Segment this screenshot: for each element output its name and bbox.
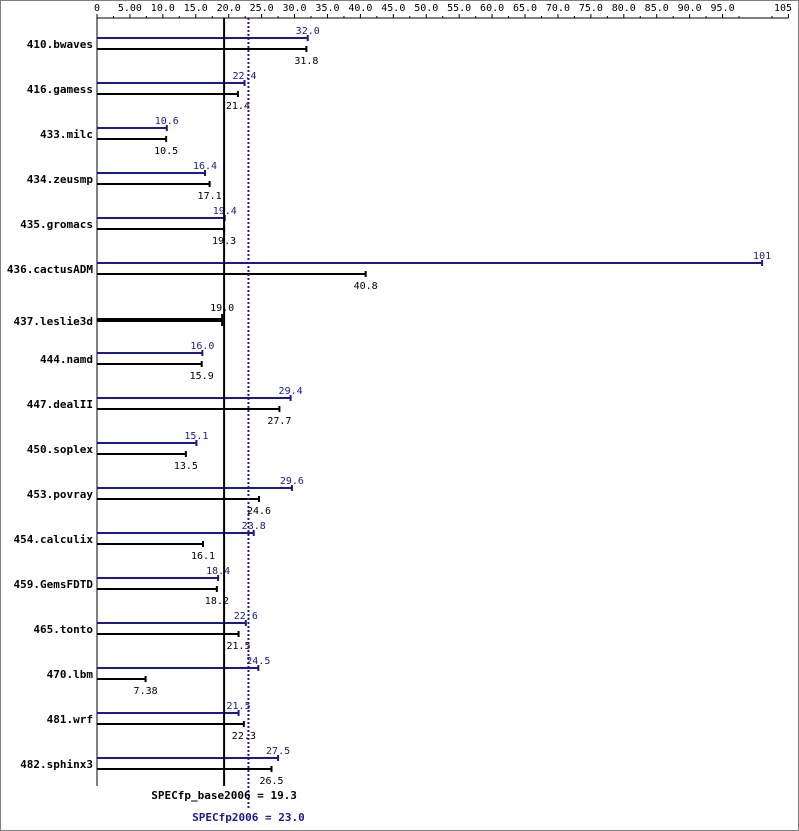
base-value-label: 16.1: [191, 551, 215, 562]
benchmark-group: 481.wrf 21.5 22.3: [47, 701, 256, 742]
benchmark-label: 450.soplex: [27, 443, 94, 456]
benchmark-group: 433.milc 10.6 10.5: [40, 116, 179, 157]
benchmark-label: 435.gromacs: [20, 218, 93, 231]
x-tick-label: 55.0: [447, 3, 471, 14]
benchmark-label: 437.leslie3d: [14, 315, 93, 328]
base-value-label: 24.6: [247, 506, 271, 517]
x-tick-label: 80.0: [612, 3, 636, 14]
benchmark-label: 436.cactusADM: [7, 263, 93, 276]
benchmark-group: 416.gamess 22.4 21.4: [27, 71, 257, 112]
base-value-label: 15.9: [190, 371, 214, 382]
x-tick-label: 90.0: [678, 3, 702, 14]
benchmark-group: 436.cactusADM 101 40.8: [7, 251, 771, 292]
base-value-label: 13.5: [174, 461, 198, 472]
x-axis: 0 5.00 10.0 15.0 20.0 25.0 30.0 35.0 40.0 45.0 50.…: [94, 3, 792, 786]
x-tick-label: 85.0: [645, 3, 669, 14]
base-value-label: 21.4: [226, 101, 250, 112]
peak-value-label: 16.4: [193, 161, 217, 172]
benchmark-group: 437.leslie3d 19.0: [14, 303, 235, 328]
peak-value-label: 101: [753, 251, 771, 262]
x-tick-label: 65.0: [513, 3, 537, 14]
base-value-label: 40.8: [354, 281, 378, 292]
x-tick-label: 10.0: [151, 3, 175, 14]
benchmark-label: 459.GemsFDTD: [14, 578, 94, 591]
benchmark-label: 434.zeusmp: [27, 173, 94, 186]
peak-value-label: 32.0: [296, 26, 320, 37]
benchmark-group: 465.tonto 22.6 21.5: [33, 611, 257, 652]
benchmark-label: 482.sphinx3: [20, 758, 93, 771]
x-tick-label: 15.0: [184, 3, 208, 14]
peak-value-label: 18.4: [206, 566, 230, 577]
x-tick-label: 60.0: [480, 3, 504, 14]
benchmark-label: 465.tonto: [33, 623, 93, 636]
base-value-label: 17.1: [198, 191, 222, 202]
x-tick-label: 50.0: [414, 3, 438, 14]
base-value-label: 7.38: [134, 686, 158, 697]
peak-reference-label: SPECfp2006 = 23.0: [192, 811, 305, 824]
base-reference-label: SPECfp_base2006 = 19.3: [151, 789, 297, 802]
benchmark-group: 410.bwaves 32.0 31.8: [27, 26, 320, 67]
x-tick-label: 95.0: [711, 3, 735, 14]
peak-value-label: 22.6: [234, 611, 258, 622]
benchmark-group: 447.dealII 29.4 27.7: [27, 386, 303, 427]
x-tick-label: 30.0: [283, 3, 307, 14]
benchmark-group: 444.namd 16.0 15.9: [40, 341, 214, 382]
x-tick-label: 105: [774, 3, 792, 14]
peak-value-label: 21.5: [227, 701, 251, 712]
peak-value-label: 24.5: [246, 656, 270, 667]
base-value-label: 19.0: [210, 303, 234, 314]
peak-value-label: 27.5: [266, 746, 290, 757]
benchmark-group: 470.lbm 24.5 7.38: [47, 656, 271, 697]
peak-value-label: 16.0: [190, 341, 214, 352]
peak-value-label: 22.4: [232, 71, 256, 82]
x-tick-label: 0: [94, 3, 100, 14]
base-value-label: 10.5: [154, 146, 178, 157]
peak-value-label: 23.8: [242, 521, 266, 532]
x-tick-label: 75.0: [579, 3, 603, 14]
x-tick-label: 20.0: [217, 3, 241, 14]
benchmark-group: 453.povray 29.6 24.6: [27, 476, 304, 517]
benchmark-group: 450.soplex 15.1 13.5: [27, 431, 209, 472]
base-value-label: 27.7: [267, 416, 291, 427]
benchmark-label: 454.calculix: [14, 533, 94, 546]
peak-value-label: 10.6: [155, 116, 179, 127]
x-tick-label: 40.0: [348, 3, 372, 14]
base-value-label: 18.2: [205, 596, 229, 607]
benchmark-group: 434.zeusmp 16.4 17.1: [27, 161, 222, 202]
benchmark-label: 470.lbm: [47, 668, 94, 681]
benchmark-label: 410.bwaves: [27, 38, 93, 51]
benchmark-label: 416.gamess: [27, 83, 93, 96]
benchmark-label: 433.milc: [40, 128, 93, 141]
x-tick-label: 70.0: [546, 3, 570, 14]
reference-lines: SPECfp_base2006 = 19.3 SPECfp2006 = 23.0: [151, 18, 305, 824]
base-value-label: 26.5: [259, 776, 283, 787]
benchmark-label: 481.wrf: [47, 713, 93, 726]
x-tick-label: 25.0: [250, 3, 274, 14]
peak-value-label: 15.1: [184, 431, 208, 442]
x-tick-label: 35.0: [315, 3, 339, 14]
benchmark-label: 444.namd: [40, 353, 93, 366]
benchmark-group: 454.calculix 23.8 16.1: [14, 521, 266, 562]
x-tick-label: 45.0: [381, 3, 405, 14]
base-value-label: 31.8: [294, 56, 318, 67]
base-value-label: 22.3: [232, 731, 256, 742]
benchmark-label: 447.dealII: [27, 398, 93, 411]
bars: 410.bwaves 32.0 31.8 416.gamess 22.4 21.4 433.…: [7, 26, 771, 787]
base-value-label: 21.5: [227, 641, 251, 652]
peak-value-label: 29.6: [280, 476, 304, 487]
benchmark-label: 453.povray: [27, 488, 94, 501]
x-tick-label: 5.00: [118, 3, 142, 14]
peak-value-label: 29.4: [279, 386, 303, 397]
benchmark-group: 459.GemsFDTD 18.4 18.2: [14, 566, 231, 607]
